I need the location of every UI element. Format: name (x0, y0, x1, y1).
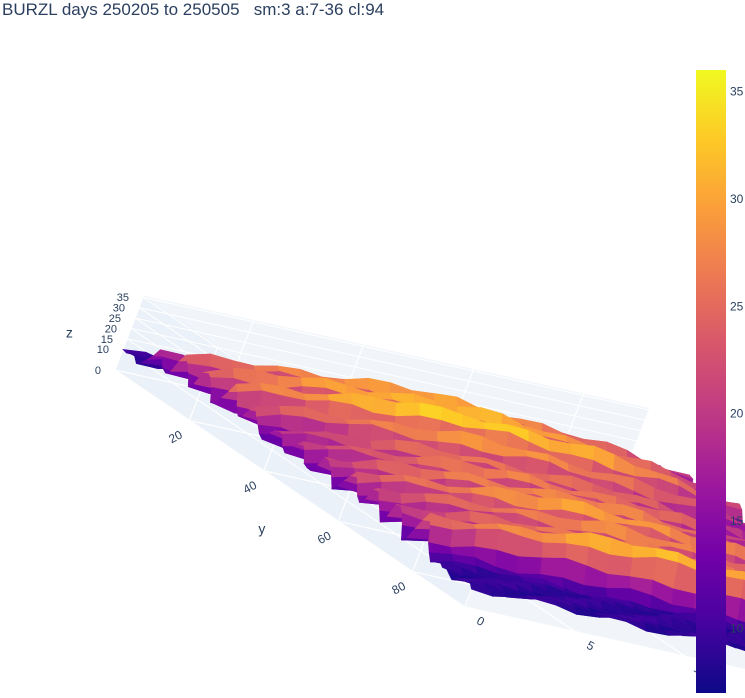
surface-cell (446, 486, 474, 494)
surface-cell (736, 520, 745, 526)
y-tick-label: 20 (166, 427, 185, 446)
surface-cell (345, 419, 374, 426)
surface-cell (607, 554, 634, 578)
scene-3d[interactable]: 05101520204060800101520253035xyz (66, 292, 745, 698)
wall-gridline-z (138, 307, 646, 421)
surface-cell (537, 497, 563, 511)
surface-cell (324, 445, 354, 451)
wall-gridline-z (114, 369, 465, 608)
surface-cell (473, 523, 501, 530)
chart-title: BURZL days 250205 to 250505 sm:3 a:7-36 … (2, 0, 385, 19)
z-tick-label: 15 (101, 334, 113, 346)
y-axis-title: y (258, 520, 265, 536)
colorbar-tick-label: 10 (730, 622, 744, 636)
surface-cell (516, 556, 543, 575)
surface-cell (738, 627, 745, 634)
colorbar-tick-label: 20 (730, 407, 744, 421)
colorbar-tick-label: 25 (730, 299, 744, 313)
z-tick-label: 35 (117, 292, 129, 304)
surface-cell (606, 573, 631, 589)
surface-cell (740, 579, 745, 601)
z-tick-label: 30 (113, 303, 125, 315)
surface-cell (450, 528, 478, 548)
z-tick-label: 0 (95, 365, 101, 377)
surface-cell (726, 634, 745, 648)
wall-gridline-z (122, 348, 473, 587)
colorbar-tick-label: 15 (730, 514, 744, 528)
surface-cell (541, 542, 567, 559)
surface-cell (629, 556, 658, 581)
surface-cell (737, 619, 745, 630)
surface-cell (731, 645, 745, 651)
surface-cell (370, 439, 397, 451)
surface-cell (235, 382, 263, 393)
surface-cell (303, 393, 331, 402)
surface-cell (541, 533, 567, 545)
y-tick-label: 60 (315, 528, 334, 547)
x-tick-label: 5 (584, 638, 597, 654)
z-tick-label: 10 (97, 344, 109, 356)
colorbar-tick-label: 30 (730, 192, 744, 206)
wall-gridline-z (142, 296, 650, 411)
surface-cell (742, 570, 745, 581)
surface-cell (395, 402, 421, 417)
y-tick-label: 80 (390, 579, 409, 598)
x-tick-label: 0 (474, 614, 487, 630)
z-tick-label: 25 (109, 313, 121, 325)
z-axis-title: z (66, 325, 73, 341)
surface (122, 349, 745, 651)
y-tick-label: 40 (241, 478, 260, 497)
colorbar-tick-label: 35 (730, 84, 744, 98)
wall-gridline-z (134, 317, 642, 432)
colorbar: 10 15 20 25 30 35 (696, 70, 744, 693)
surface-cell (379, 474, 407, 483)
surface-cell (737, 598, 745, 623)
colorbar-bar (696, 70, 726, 693)
surface-cell (428, 552, 455, 563)
surface-cell (741, 530, 745, 541)
surface-cell (735, 542, 745, 562)
surface-cell (740, 634, 745, 644)
z-tick-label: 20 (105, 323, 117, 335)
